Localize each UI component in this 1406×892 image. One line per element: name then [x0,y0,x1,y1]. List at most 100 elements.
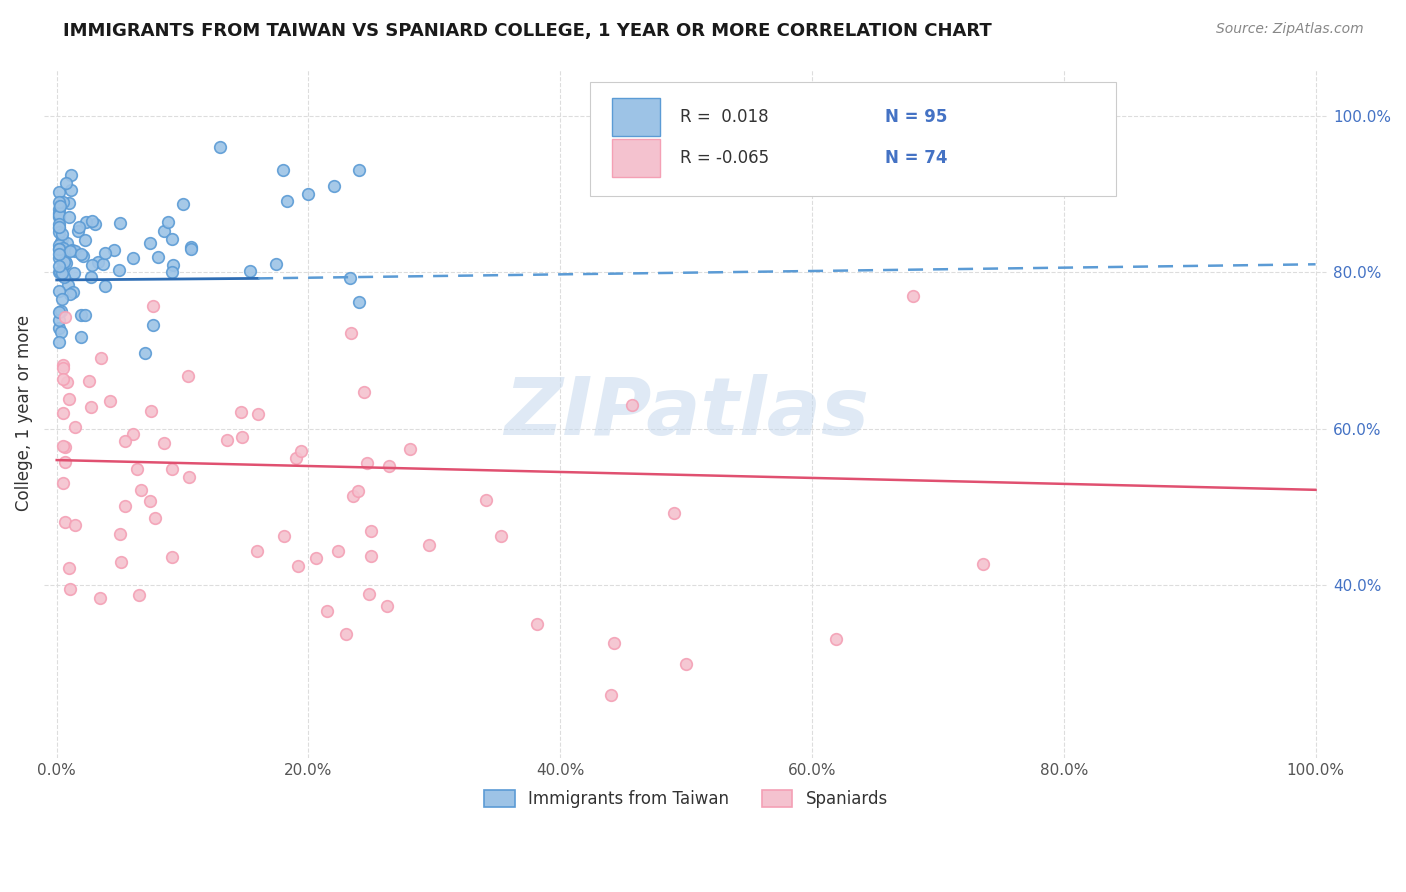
Text: ZIPatlas: ZIPatlas [503,374,869,452]
Point [52,195,75,210]
Point [239,264,262,278]
Text: IMMIGRANTS FROM TAIWAN VS SPANIARD COLLEGE, 1 YEAR OR MORE CORRELATION CHART: IMMIGRANTS FROM TAIWAN VS SPANIARD COLLE… [63,22,993,40]
Point [48,238,70,252]
Point [77,374,100,388]
Point [91,257,114,271]
Point [356,456,378,470]
Point [75,214,97,228]
Point [58,210,80,224]
Point [56,236,79,251]
Point [316,604,339,618]
Point [51,235,73,249]
Point [599,688,621,702]
Point [69,330,91,344]
Point [58,392,80,407]
Point [55,177,77,191]
Point [48,313,70,327]
Point [94,279,117,293]
Y-axis label: College, 1 year or more: College, 1 year or more [15,315,32,511]
Point [273,529,295,543]
Point [160,462,183,476]
Point [80,269,103,284]
Point [141,318,163,333]
Point [67,224,90,238]
Point [162,258,184,272]
Point [290,443,312,458]
Point [134,345,156,359]
Point [49,198,72,212]
Point [143,511,166,525]
Point [56,376,79,390]
Point [335,627,357,641]
Point [215,433,238,447]
Point [87,255,110,269]
Point [48,252,70,266]
Point [153,436,176,450]
Point [162,265,184,279]
Point [399,442,422,457]
Point [162,549,184,564]
Point [80,400,103,414]
Point [90,351,112,366]
Point [180,240,202,254]
Point [53,455,76,469]
Point [322,179,344,194]
Point [662,506,685,520]
Text: R =  0.018: R = 0.018 [679,108,768,126]
Point [231,430,253,444]
Point [276,194,298,209]
Bar [612,98,661,136]
Point [100,393,122,408]
Point [375,599,398,614]
Point [59,287,82,301]
Point [70,308,93,322]
Point [60,168,83,182]
Point [52,475,75,490]
Point [84,217,107,231]
Point [339,271,361,285]
Point [139,235,162,250]
Point [63,420,86,434]
Point [339,326,361,340]
Point [51,227,73,241]
Point [56,278,79,293]
Point [70,247,93,261]
Point [89,591,111,605]
Point [139,403,162,417]
Point [353,384,375,399]
Point [246,543,269,558]
Point [48,208,70,222]
Point [48,195,70,210]
Point [52,439,75,453]
Point [58,244,80,259]
Point [153,224,176,238]
Point [108,526,131,541]
Point [48,242,70,256]
Point [59,582,82,596]
Point [49,199,72,213]
Point [63,517,86,532]
Point [114,434,136,449]
Point [63,244,86,258]
Point [53,253,76,268]
Point [48,205,70,219]
Point [53,440,76,454]
Point [51,232,73,246]
Point [48,259,70,273]
Point [53,515,76,529]
Point [52,358,75,372]
Point [360,549,382,563]
Point [60,243,83,257]
Point [360,524,382,539]
Legend: Immigrants from Taiwan, Spaniards: Immigrants from Taiwan, Spaniards [478,783,894,814]
Point [305,550,328,565]
Point [62,266,84,280]
Point [48,202,70,217]
Point [675,657,697,671]
Point [49,326,72,340]
Point [55,256,77,270]
Point [231,405,253,419]
Point [49,304,72,318]
Point [67,220,90,235]
Point [59,184,82,198]
